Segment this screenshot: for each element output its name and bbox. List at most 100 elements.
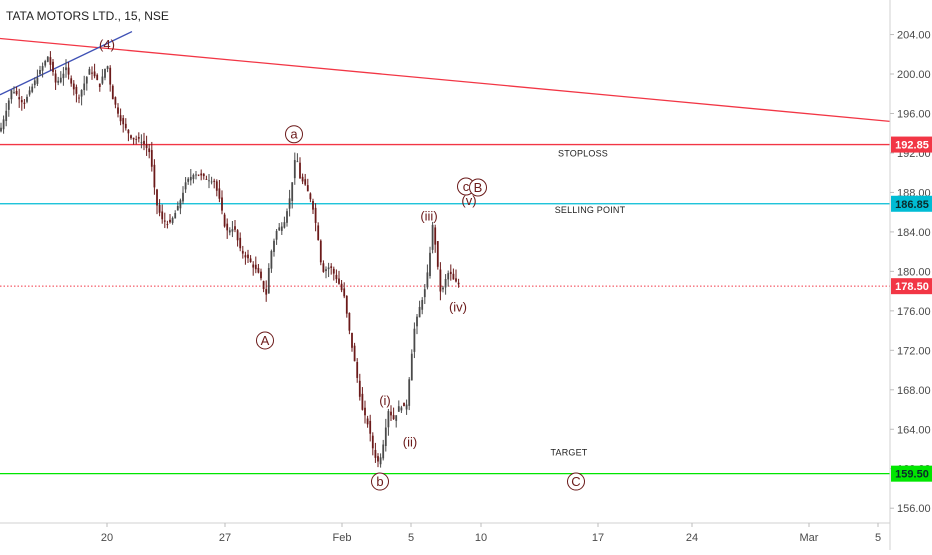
y-tick-label: 184.00 bbox=[897, 227, 931, 239]
candle-body bbox=[421, 299, 424, 310]
candle-body bbox=[218, 188, 221, 199]
price-badge-label: 192.85 bbox=[895, 140, 929, 152]
candle-body bbox=[236, 230, 239, 241]
candle-body bbox=[301, 176, 304, 182]
candle-body bbox=[171, 217, 174, 223]
candle-body bbox=[447, 273, 450, 280]
candle-body bbox=[234, 226, 236, 230]
candle-body bbox=[382, 444, 385, 459]
candle-body bbox=[75, 86, 78, 94]
wave-circle bbox=[285, 125, 303, 144]
candle-body bbox=[327, 267, 330, 270]
candle-body bbox=[5, 110, 8, 122]
wave-label: (v) bbox=[461, 193, 476, 208]
candle-body bbox=[403, 402, 405, 407]
candle-body bbox=[127, 129, 130, 134]
candle-body bbox=[83, 83, 86, 91]
wave-label: C bbox=[571, 474, 580, 489]
candles bbox=[0, 51, 460, 468]
candle-body bbox=[434, 227, 437, 245]
candle-body bbox=[179, 200, 182, 209]
candle-body bbox=[395, 415, 398, 421]
candle-body bbox=[111, 85, 114, 100]
price-badge bbox=[891, 278, 932, 295]
candle-body bbox=[221, 197, 223, 211]
candle-body bbox=[200, 173, 203, 176]
candle-body bbox=[23, 102, 26, 104]
candle-body bbox=[145, 144, 148, 149]
candle-body bbox=[423, 289, 426, 298]
annotations: STOPLOSS SELLING POINT TARGET bbox=[550, 149, 625, 458]
candle-body bbox=[140, 142, 143, 144]
candle-body bbox=[444, 279, 447, 288]
candle-body bbox=[364, 407, 366, 416]
candle-body bbox=[169, 219, 171, 223]
candle-body bbox=[72, 83, 75, 90]
candle-body bbox=[93, 71, 96, 77]
candle-body bbox=[267, 268, 270, 294]
candle-body bbox=[439, 269, 442, 292]
candle-body bbox=[410, 353, 413, 381]
candle-body bbox=[351, 332, 353, 348]
candle-body bbox=[187, 178, 190, 182]
candle-body bbox=[436, 241, 439, 267]
candle-body bbox=[57, 80, 60, 83]
candle-body bbox=[247, 254, 249, 259]
candle-body bbox=[249, 258, 252, 262]
candle-body bbox=[184, 182, 187, 190]
candle-body bbox=[273, 240, 275, 252]
candle-body bbox=[457, 282, 460, 285]
candle-body bbox=[280, 226, 283, 231]
candle-body bbox=[371, 435, 374, 449]
candle-body bbox=[226, 223, 229, 231]
candle-body bbox=[13, 92, 15, 94]
candle-body bbox=[46, 56, 49, 62]
y-tick-label: 204.00 bbox=[897, 30, 931, 42]
x-tick-label: 20 bbox=[101, 532, 113, 544]
candle-body bbox=[348, 312, 351, 331]
candle-body bbox=[122, 118, 125, 125]
level-annotation: STOPLOSS bbox=[558, 149, 608, 159]
price-badge-label: 186.85 bbox=[895, 199, 929, 211]
y-axis-ticks: 156.00160.00164.00168.00172.00176.00180.… bbox=[890, 30, 931, 515]
candle-body bbox=[150, 150, 153, 167]
candle-body bbox=[65, 67, 67, 71]
candle-body bbox=[319, 240, 322, 263]
wave-label: (4) bbox=[99, 37, 115, 52]
candle-body bbox=[241, 250, 244, 254]
candle-body bbox=[26, 96, 28, 102]
candle-body bbox=[18, 97, 21, 100]
price-badge bbox=[891, 136, 932, 153]
candle-body bbox=[239, 237, 242, 249]
price-badges: 192.85 186.85 178.50 159.50 bbox=[891, 136, 932, 482]
candle-body bbox=[130, 135, 132, 139]
candle-body bbox=[369, 420, 372, 434]
candle-body bbox=[270, 250, 273, 269]
candle-body bbox=[361, 393, 364, 410]
candle-body bbox=[265, 289, 268, 295]
trend-lines bbox=[0, 30, 891, 123]
candle-body bbox=[163, 220, 166, 222]
level-lines bbox=[0, 143, 890, 475]
candle-body bbox=[10, 90, 13, 100]
y-tick-label: 172.00 bbox=[897, 345, 931, 357]
candle-body bbox=[332, 268, 335, 274]
candle-body bbox=[202, 173, 205, 177]
candle-body bbox=[384, 427, 387, 447]
candle-body bbox=[78, 97, 80, 99]
candle-body bbox=[353, 345, 356, 362]
wave-label: (iv) bbox=[449, 299, 467, 314]
candle-body bbox=[379, 457, 382, 465]
wave-label: a bbox=[290, 127, 298, 142]
candle-body bbox=[312, 200, 314, 210]
candle-body bbox=[366, 418, 369, 425]
candle-body bbox=[215, 181, 218, 191]
candle-body bbox=[31, 86, 34, 92]
candle-body bbox=[299, 162, 301, 179]
level-annotation: TARGET bbox=[550, 448, 587, 458]
candle-body bbox=[148, 148, 151, 153]
wave-circle bbox=[256, 331, 274, 350]
x-tick-label: 5 bbox=[875, 532, 881, 544]
